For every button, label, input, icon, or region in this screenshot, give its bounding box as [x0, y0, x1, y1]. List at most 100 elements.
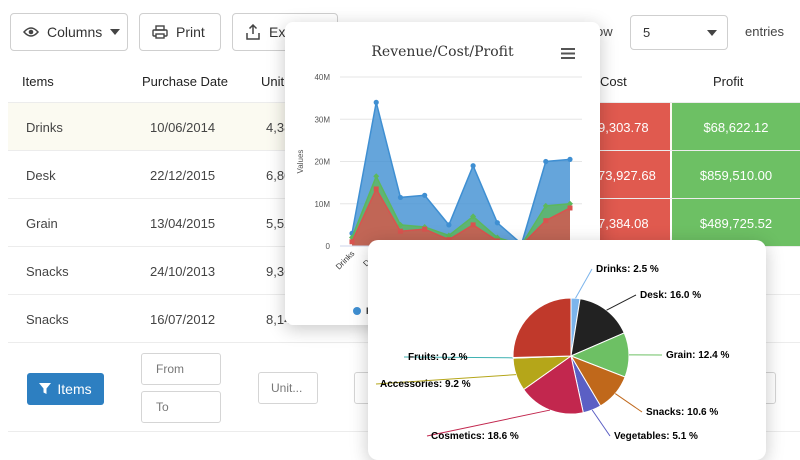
y-tick-label: 20M — [314, 158, 330, 167]
pie-connector — [591, 409, 611, 437]
printer-icon — [152, 25, 168, 39]
pie-label: Fruits: 0.2 % — [408, 352, 468, 363]
columns-button[interactable]: Columns — [10, 13, 128, 51]
pie-slice[interactable] — [522, 355, 584, 415]
point-profit[interactable] — [373, 173, 380, 180]
header-purchase-date[interactable]: Purchase Date — [142, 74, 228, 89]
cell-unit: 4,38 — [266, 120, 292, 135]
header-unit[interactable]: Unit — [261, 74, 285, 89]
pie-connector — [426, 409, 551, 437]
cell-unit: 5,52 — [266, 216, 292, 231]
pie-chart-card: Drinks: 2.5 % Desk: 16.0 % Grain: 12.4 % Sn… — [368, 240, 766, 460]
pie-chart: Drinks: 2.5 % Desk: 16.0 % Grain: 12.4 % Sn… — [375, 264, 729, 442]
pie-connector — [375, 374, 517, 385]
pie-connector — [403, 356, 514, 359]
chart-title: Revenue/Cost/Profit — [371, 44, 514, 60]
y-tick-label: 30M — [314, 115, 330, 124]
point-cost[interactable] — [446, 237, 452, 243]
eye-icon — [23, 27, 39, 37]
y-tick-label: 0 — [326, 242, 331, 251]
point-profit[interactable] — [470, 213, 477, 220]
entries-select[interactable]: 5 — [630, 15, 728, 50]
pie-label: Accessories: 9.2 % — [380, 379, 471, 390]
cell-item: Desk — [26, 168, 56, 183]
cell-date: 13/04/2015 — [150, 216, 216, 231]
items-filter-label: Items — [57, 381, 92, 397]
area-revenue — [352, 102, 570, 246]
cell-date: 16/07/2012 — [150, 312, 216, 327]
point-revenue[interactable] — [470, 163, 476, 169]
cell-unit: 8,14 — [266, 312, 292, 327]
cell-date: 10/06/2014 — [150, 120, 216, 135]
pie-label: Drinks: 2.5 % — [596, 264, 659, 275]
from-input[interactable]: From — [141, 353, 221, 385]
cell-item: Snacks — [26, 312, 69, 327]
legend-marker[interactable] — [353, 307, 361, 315]
point-cost[interactable] — [349, 239, 355, 245]
menu-icon[interactable] — [561, 48, 575, 59]
to-input[interactable]: To — [141, 391, 221, 423]
cell-date: 22/12/2015 — [150, 168, 216, 183]
pie-slice[interactable] — [512, 297, 572, 358]
point-revenue[interactable] — [373, 99, 379, 105]
point-profit[interactable] — [567, 200, 573, 207]
point-cost[interactable] — [373, 186, 379, 192]
point-cost[interactable] — [422, 226, 428, 232]
y-tick-label: 10M — [314, 200, 330, 209]
print-label: Print — [176, 24, 205, 40]
header-cost[interactable]: Cost — [600, 74, 627, 89]
cell-profit: $859,510.00 — [672, 151, 800, 199]
cell-unit: 9,36 — [266, 264, 292, 279]
point-revenue[interactable] — [494, 220, 500, 226]
caret-down-icon — [707, 29, 717, 36]
point-revenue[interactable] — [446, 222, 452, 228]
table-header: Items Purchase Date Unit Cost Profit — [8, 60, 800, 102]
entries-label: entries — [745, 24, 785, 39]
header-items[interactable]: Items — [22, 74, 54, 89]
cell-item: Grain — [26, 216, 58, 231]
point-profit[interactable] — [445, 232, 452, 239]
cell-cost: 7,384.08 — [596, 199, 670, 247]
cell-item: Snacks — [26, 264, 69, 279]
point-revenue[interactable] — [397, 194, 404, 201]
pie-connector — [606, 294, 637, 311]
point-revenue[interactable] — [543, 158, 549, 165]
header-profit[interactable]: Profit — [713, 74, 744, 89]
items-filter-button[interactable]: Items — [27, 373, 104, 405]
print-button[interactable]: Print — [139, 13, 221, 51]
cell-profit: $489,725.52 — [672, 199, 800, 247]
cell-date: 24/10/2013 — [150, 264, 216, 279]
y-axis-label: Values — [296, 150, 305, 174]
pie-label: Desk: 16.0 % — [640, 290, 701, 301]
filter-icon — [39, 383, 52, 394]
point-revenue[interactable] — [422, 192, 428, 198]
cell-item: Drinks — [26, 120, 63, 135]
point-cost[interactable] — [470, 222, 476, 228]
point-cost[interactable] — [567, 205, 573, 211]
show-label: ow — [596, 24, 613, 39]
y-tick-label: 40M — [314, 73, 330, 82]
point-revenue[interactable] — [567, 156, 573, 162]
cell-cost: 9,303.78 — [596, 103, 670, 151]
point-cost[interactable] — [543, 218, 549, 224]
point-profit[interactable] — [397, 221, 404, 228]
to-placeholder: To — [156, 400, 169, 414]
line-profit — [351, 174, 571, 246]
entries-value: 5 — [643, 25, 651, 40]
line-cost — [351, 187, 571, 246]
point-cost[interactable] — [397, 228, 403, 234]
point-profit[interactable] — [542, 202, 549, 209]
cell-unit: 6,80 — [266, 168, 292, 183]
unit-placeholder: Unit... — [271, 381, 303, 395]
line-revenue — [351, 102, 571, 246]
table-row[interactable]: Grain 13/04/2015 5,52 7,384.08 $489,725.52 — [8, 198, 800, 247]
caret-down-icon — [110, 29, 121, 35]
pie-connector — [575, 268, 593, 299]
pie-label: Cosmetics: 18.6 % — [431, 431, 519, 442]
cell-profit: $68,622.12 — [672, 103, 800, 151]
columns-label: Columns — [47, 24, 103, 40]
unit-input[interactable]: Unit... — [258, 372, 318, 404]
area-profit — [352, 176, 570, 246]
pie-connector — [614, 393, 643, 413]
export-icon — [246, 24, 260, 40]
